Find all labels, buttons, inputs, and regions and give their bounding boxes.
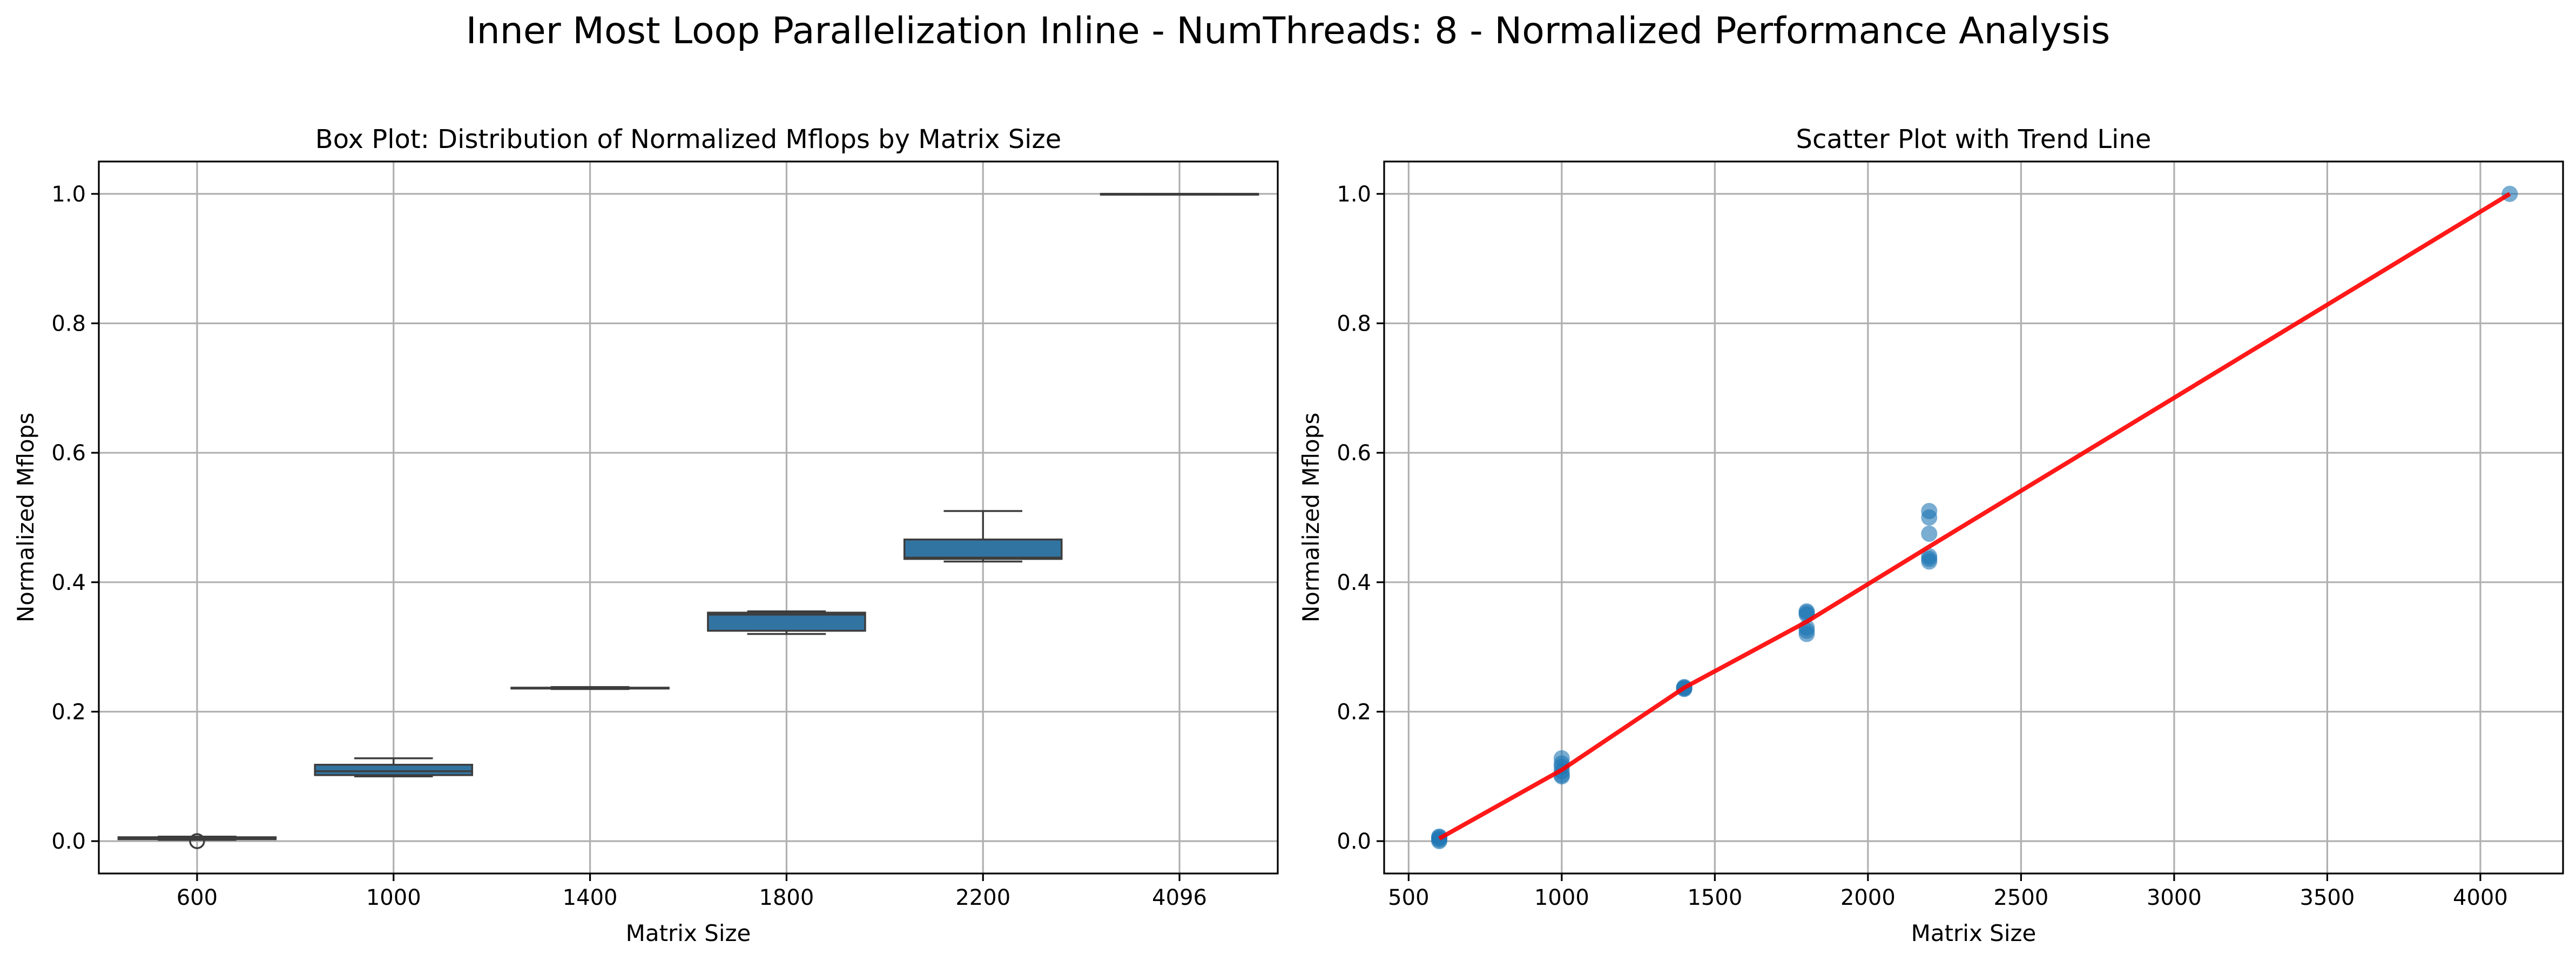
scatter-point [1553, 750, 1570, 767]
box-iqr [314, 763, 474, 776]
box-plot-x-tick-label: 1800 [759, 885, 814, 910]
figure-title: Inner Most Loop Parallelization Inline -… [466, 10, 2110, 52]
box-group-4096 [1100, 193, 1259, 196]
box-plot-x-tick-label: 1000 [366, 885, 421, 910]
box-group-2200 [903, 510, 1063, 563]
scatter-point [1798, 603, 1815, 620]
scatter-plot-marks [1431, 185, 2518, 850]
box-group-1000 [314, 757, 474, 778]
scatter-plot-x-tick-label: 1500 [1687, 885, 1742, 910]
box-plot-y-axis-label: Normalized Mflops [12, 413, 39, 622]
scatter-point [1921, 525, 1938, 542]
box-plot-x-tick-label: 2200 [955, 885, 1010, 910]
scatter-plot-x-axis-label: Matrix Size [1911, 920, 2036, 946]
box-iqr [903, 538, 1063, 560]
scatter-plot-x-tick-label: 2500 [1993, 885, 2048, 910]
scatter-point [1921, 503, 1938, 520]
box-plot-x-axis-label: Matrix Size [626, 920, 751, 946]
scatter-plot-y-tick-label: 0.8 [1337, 312, 1371, 337]
scatter-plot-y-tick-label: 0.6 [1337, 441, 1371, 466]
scatter-plot-x-tick-label: 500 [1388, 885, 1429, 910]
trend-line [1438, 192, 2511, 841]
box-plot-y-tick-label: 1.0 [51, 182, 86, 207]
box-plot-marks [117, 193, 1259, 849]
box-iqr [707, 611, 866, 632]
scatter-plot-ticks: 0.0 0.2 0.4 0.6 0.8 1.0 500 1000 1500 2000 2500 300… [1337, 182, 2507, 910]
scatter-plot-x-tick-label: 4000 [2453, 885, 2508, 910]
box-plot-x-tick-label: 4096 [1152, 885, 1207, 910]
box-group-1800 [707, 610, 866, 635]
box-plot-panel: 0.0 0.2 0.4 0.6 0.8 1.0 600 1000 1400 1800 2200 409… [12, 124, 1279, 946]
scatter-point [1921, 548, 1938, 564]
scatter-plot-y-tick-label: 0.0 [1337, 829, 1371, 854]
box-group-600 [117, 833, 277, 849]
box-plot-x-tick-label: 600 [177, 885, 218, 910]
scatter-plot-x-tick-label: 3000 [2147, 885, 2202, 910]
box-plot-title: Box Plot: Distribution of Normalized Mfl… [315, 124, 1061, 154]
box-plot-frame [98, 160, 1279, 875]
box-group-1400 [510, 686, 670, 690]
box-plot-y-tick-label: 0.0 [51, 829, 86, 854]
scatter-plot-x-tick-label: 2000 [1840, 885, 1896, 910]
box-plot-y-tick-label: 0.8 [51, 312, 86, 337]
scatter-plot-frame [1383, 160, 2564, 875]
scatter-plot-y-tick-label: 1.0 [1337, 182, 1371, 207]
scatter-plot-title: Scatter Plot with Trend Line [1796, 124, 2152, 154]
scatter-plot-y-axis-label: Normalized Mflops [1298, 413, 1324, 622]
scatter-plot-grid [1384, 162, 2563, 873]
scatter-plot-y-tick-label: 0.4 [1337, 570, 1371, 595]
scatter-plot-x-tick-label: 1000 [1534, 885, 1589, 910]
box-plot-y-tick-label: 0.6 [51, 441, 86, 466]
scatter-plot-y-tick-label: 0.2 [1337, 700, 1371, 724]
box-plot-x-tick-label: 1400 [563, 885, 618, 910]
box-plot-y-tick-label: 0.2 [51, 700, 86, 724]
scatter-plot-x-tick-label: 3500 [2300, 885, 2355, 910]
box-outlier [189, 833, 205, 849]
scatter-plot-panel: 0.0 0.2 0.4 0.6 0.8 1.0 500 1000 1500 2000 2500 300… [1298, 124, 2564, 946]
box-plot-ticks: 0.0 0.2 0.4 0.6 0.8 1.0 600 1000 1400 1800 2200 409… [51, 182, 1207, 910]
box-plot-grid [99, 162, 1278, 873]
box-plot-y-tick-label: 0.4 [51, 570, 86, 595]
